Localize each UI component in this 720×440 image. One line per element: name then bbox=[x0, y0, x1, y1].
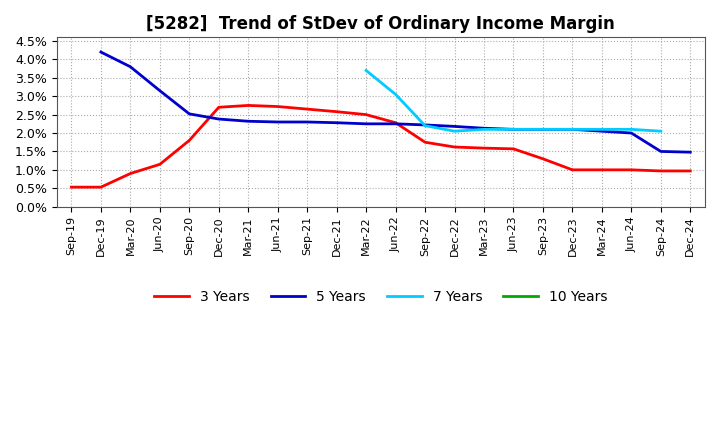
3 Years bbox=[480, 146, 488, 151]
5 Years bbox=[450, 124, 459, 129]
5 Years bbox=[420, 122, 429, 128]
3 Years bbox=[215, 105, 223, 110]
7 Years bbox=[480, 127, 488, 132]
Line: 7 Years: 7 Years bbox=[366, 70, 661, 131]
3 Years bbox=[67, 184, 76, 190]
3 Years bbox=[96, 184, 105, 190]
5 Years bbox=[244, 119, 253, 124]
5 Years bbox=[539, 127, 547, 132]
7 Years bbox=[657, 128, 665, 134]
3 Years bbox=[420, 139, 429, 145]
Title: [5282]  Trend of StDev of Ordinary Income Margin: [5282] Trend of StDev of Ordinary Income… bbox=[146, 15, 615, 33]
7 Years bbox=[568, 127, 577, 132]
5 Years bbox=[391, 121, 400, 126]
3 Years bbox=[598, 167, 606, 172]
7 Years bbox=[362, 68, 371, 73]
Legend: 3 Years, 5 Years, 7 Years, 10 Years: 3 Years, 5 Years, 7 Years, 10 Years bbox=[149, 285, 613, 310]
3 Years bbox=[274, 104, 282, 109]
5 Years bbox=[185, 111, 194, 117]
Line: 3 Years: 3 Years bbox=[71, 106, 690, 187]
3 Years bbox=[627, 167, 636, 172]
7 Years bbox=[598, 127, 606, 132]
3 Years bbox=[686, 169, 695, 174]
7 Years bbox=[509, 127, 518, 132]
3 Years bbox=[657, 169, 665, 174]
5 Years bbox=[480, 125, 488, 131]
3 Years bbox=[509, 146, 518, 151]
7 Years bbox=[539, 127, 547, 132]
5 Years bbox=[598, 128, 606, 134]
3 Years bbox=[362, 112, 371, 117]
3 Years bbox=[333, 109, 341, 114]
3 Years bbox=[568, 167, 577, 172]
3 Years bbox=[450, 144, 459, 150]
3 Years bbox=[126, 171, 135, 176]
Line: 5 Years: 5 Years bbox=[101, 52, 690, 152]
5 Years bbox=[96, 49, 105, 55]
3 Years bbox=[244, 103, 253, 108]
5 Years bbox=[568, 127, 577, 132]
3 Years bbox=[539, 156, 547, 161]
3 Years bbox=[185, 138, 194, 143]
7 Years bbox=[627, 127, 636, 132]
5 Years bbox=[215, 117, 223, 122]
3 Years bbox=[303, 106, 312, 112]
5 Years bbox=[686, 150, 695, 155]
5 Years bbox=[156, 88, 164, 93]
7 Years bbox=[420, 123, 429, 128]
5 Years bbox=[274, 119, 282, 125]
7 Years bbox=[450, 128, 459, 134]
5 Years bbox=[303, 119, 312, 125]
5 Years bbox=[126, 64, 135, 70]
5 Years bbox=[362, 121, 371, 126]
5 Years bbox=[509, 127, 518, 132]
5 Years bbox=[333, 120, 341, 125]
5 Years bbox=[657, 149, 665, 154]
5 Years bbox=[627, 130, 636, 136]
3 Years bbox=[391, 120, 400, 125]
7 Years bbox=[391, 92, 400, 97]
3 Years bbox=[156, 161, 164, 167]
